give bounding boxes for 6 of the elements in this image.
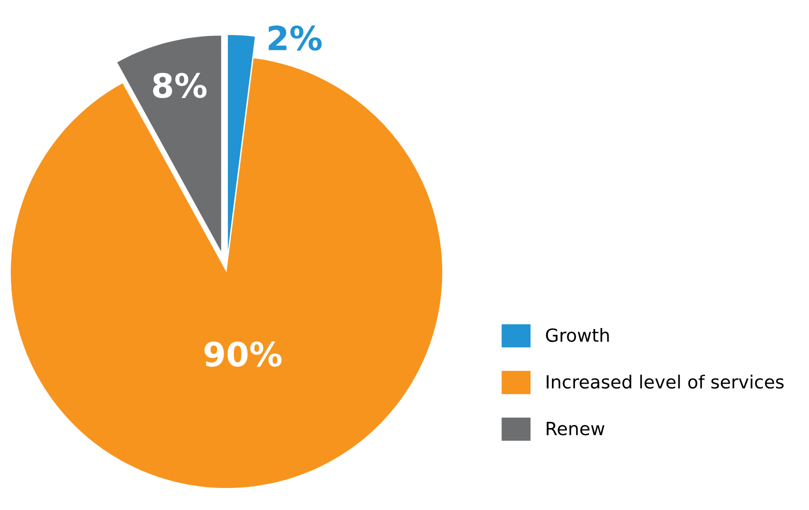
legend-label: Increased level of services	[546, 374, 784, 389]
data-label: 90%	[204, 341, 282, 367]
legend-label: Renew	[546, 422, 604, 436]
legend-label: Growth	[546, 328, 609, 342]
data-label: 8%	[153, 72, 207, 98]
data-label: 2%	[268, 25, 322, 51]
